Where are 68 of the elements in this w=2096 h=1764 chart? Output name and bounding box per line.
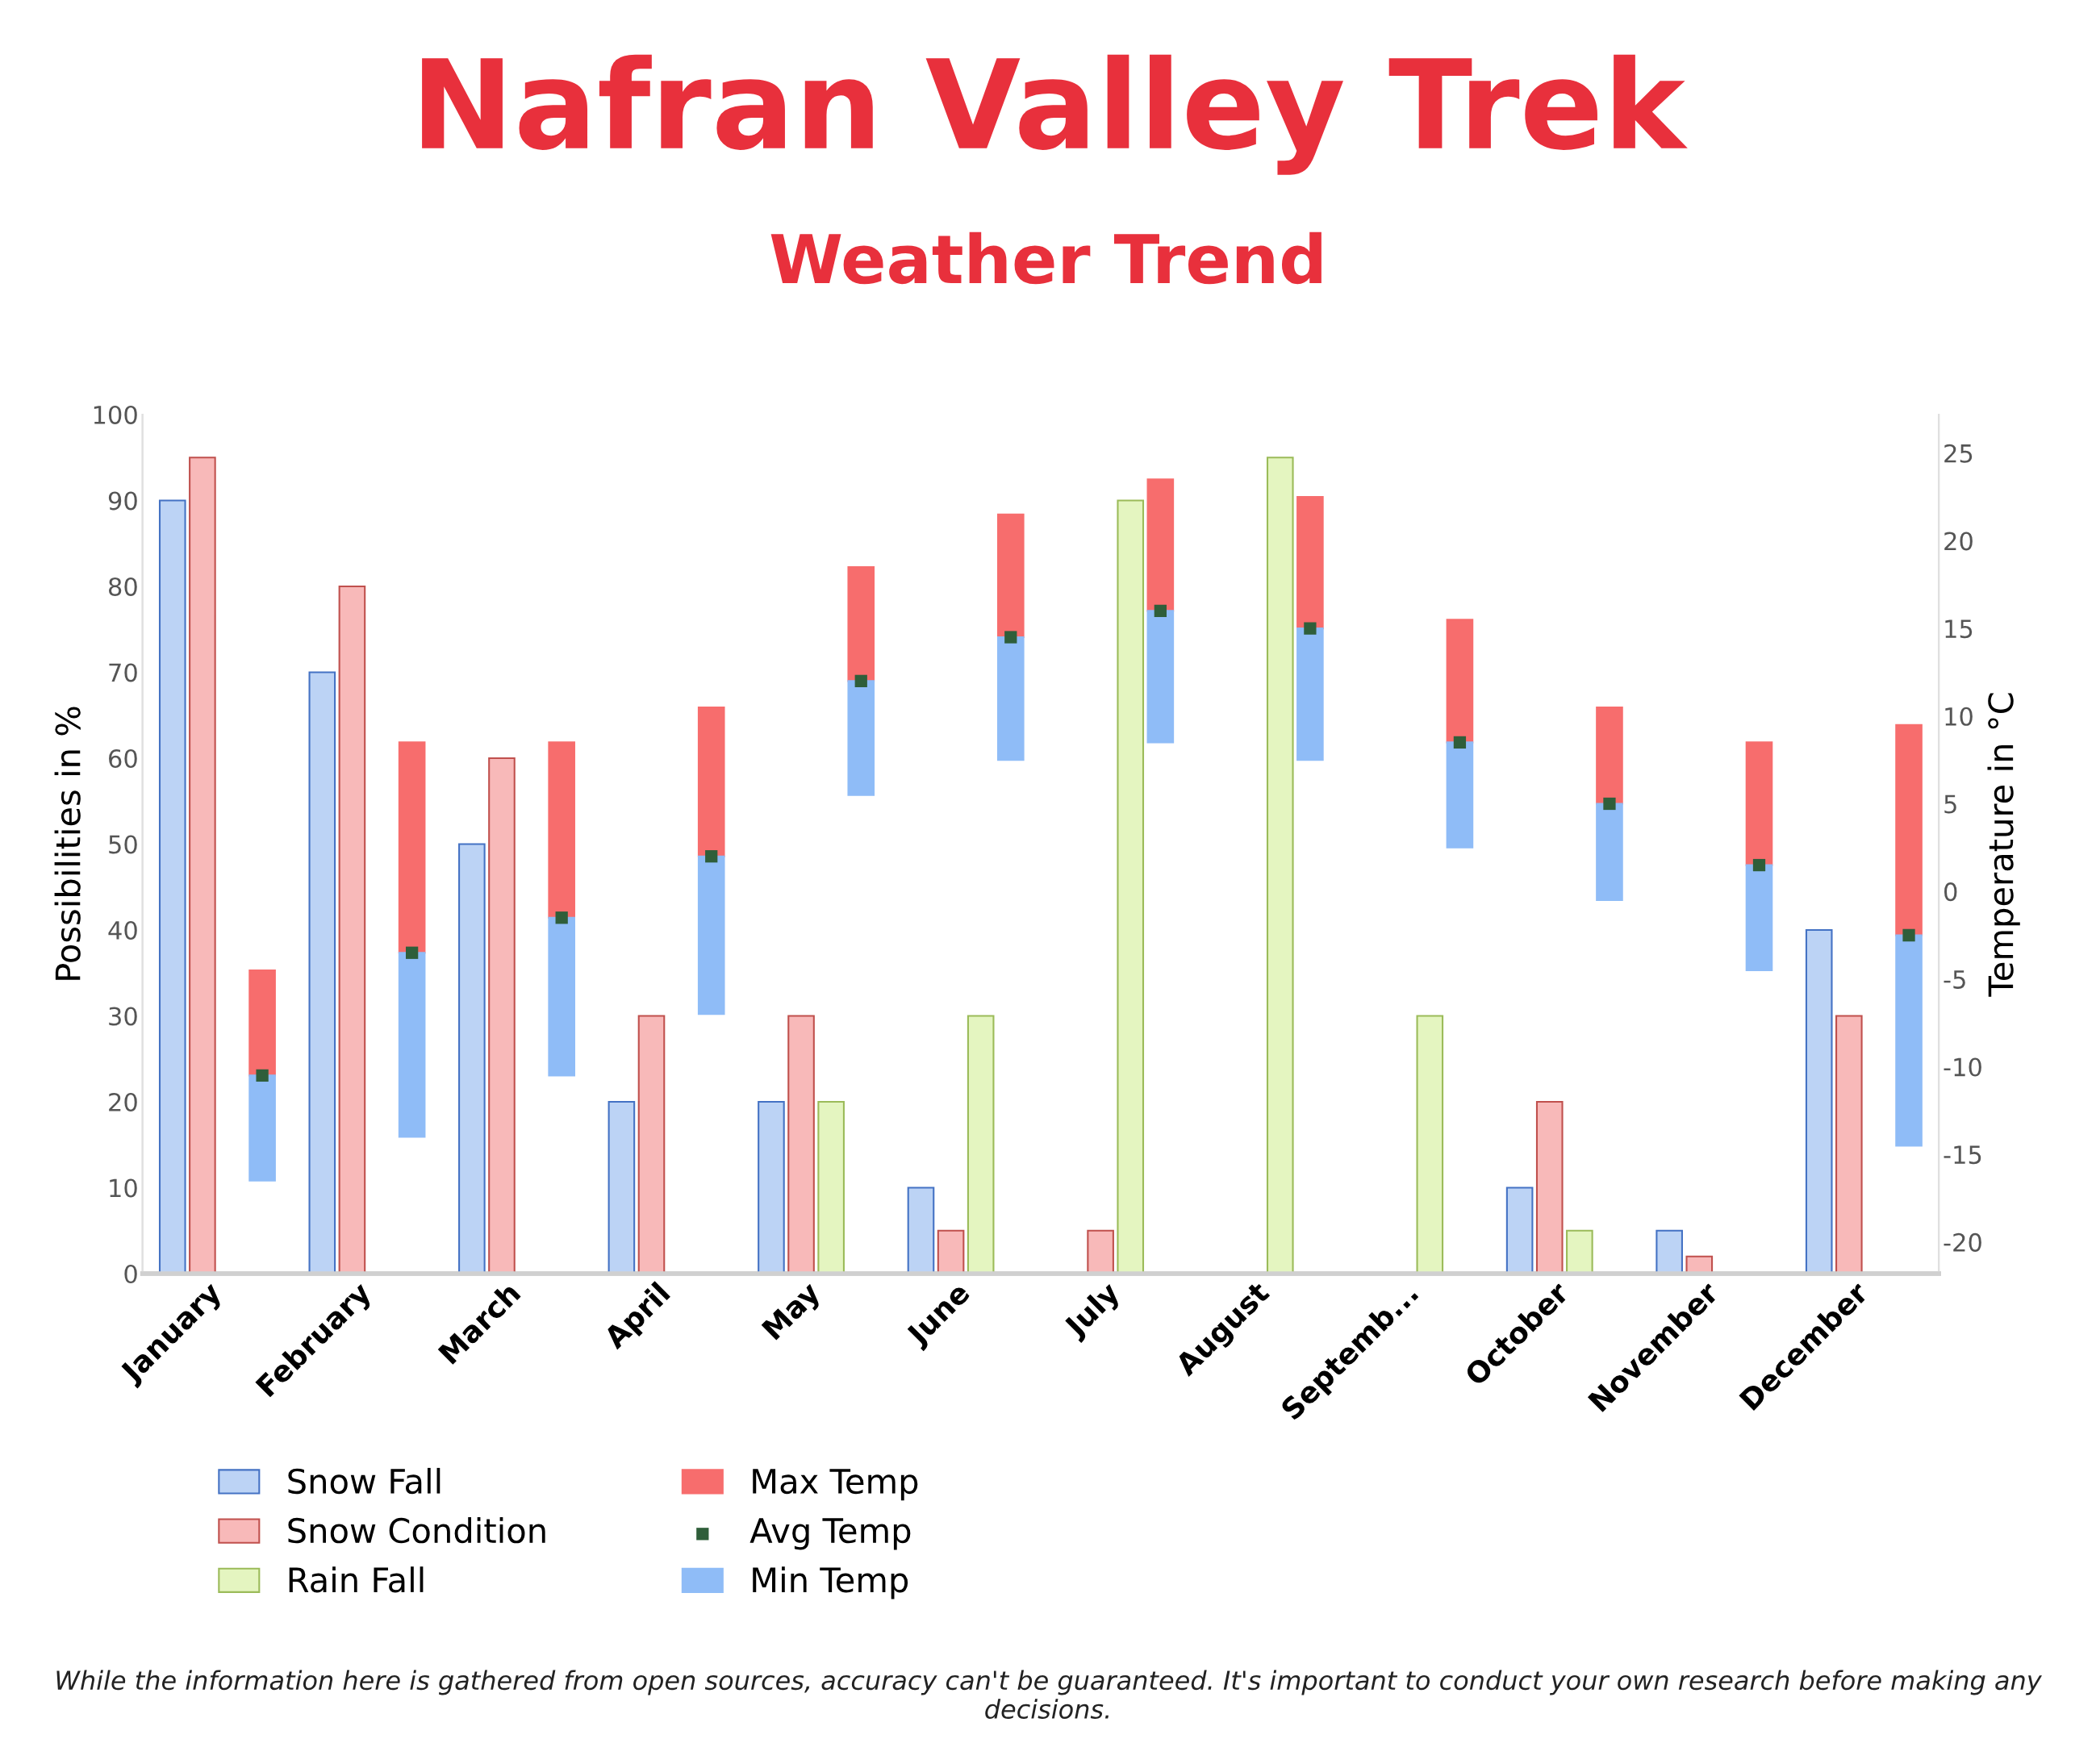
point: [1902, 928, 1915, 942]
y2-tick-label: 0: [1944, 882, 1957, 902]
y2-tick-label: 15: [1945, 619, 1973, 639]
bar: [1745, 864, 1773, 972]
bar: [1146, 610, 1175, 744]
y-axis-title: Possibilities in %: [54, 707, 81, 980]
y-tick-label: 100: [94, 405, 137, 424]
y2-tick-label: 25: [1944, 444, 1973, 463]
y-tick-label: 90: [108, 491, 137, 511]
point: [854, 674, 867, 687]
bar: [847, 680, 875, 796]
y2-tick-label: 20: [1944, 532, 1973, 551]
bar: [1446, 741, 1474, 849]
bar: [248, 969, 276, 1077]
point: [256, 1069, 269, 1082]
bar: [996, 513, 1025, 639]
legend-label: Snow Condition: [288, 1517, 545, 1544]
bar: [1446, 619, 1474, 744]
bar: [1895, 934, 1923, 1147]
legend-label: Max Temp: [753, 1469, 918, 1501]
chart-title: Nafran Valley Trek: [422, 54, 1688, 175]
y2-tick-label: -20: [1944, 1232, 1981, 1252]
bar: [548, 741, 575, 919]
y-tick-label: 10: [110, 1178, 137, 1198]
y-tick-label: 50: [109, 835, 137, 854]
bar: [248, 1074, 276, 1182]
bar: [548, 916, 575, 1077]
bar: [1296, 628, 1324, 761]
bar: [398, 741, 426, 954]
bar: [398, 952, 426, 1138]
y-tick-label: 70: [109, 663, 137, 682]
text: While the information here is gathered from open sources, accuracy can't be guaranteed. It's important to conduct your own research before making any decisions.: [56, 1670, 2043, 1720]
bar: [697, 855, 725, 1015]
y-tick-label: 80: [108, 577, 137, 596]
y2-tick-label: -5: [1944, 970, 1965, 989]
legend-label: Snow Fall: [288, 1467, 440, 1495]
y2-tick-label: 10: [1945, 707, 1973, 726]
point: [705, 850, 718, 863]
point: [1004, 631, 1017, 644]
y-tick-label: 0: [124, 1264, 137, 1284]
y2-tick-label: 5: [1944, 794, 1956, 814]
bar: [697, 706, 725, 857]
bar: [1296, 496, 1324, 630]
y-tick-label: 40: [108, 920, 137, 940]
y2-tick-label: -10: [1944, 1057, 1981, 1077]
y2-tick-label: -15: [1944, 1145, 1981, 1165]
legend-label: Avg Temp: [749, 1518, 911, 1550]
bar: [1895, 724, 1923, 936]
point: [1752, 858, 1766, 872]
point: [1304, 622, 1317, 635]
bar: [1596, 706, 1623, 805]
legend-label: Min Temp: [753, 1566, 908, 1599]
point: [555, 911, 568, 924]
bar: [1745, 741, 1773, 866]
chart-subtitle: Weather Trend: [770, 231, 1321, 285]
point: [1453, 736, 1467, 749]
y-tick-label: 20: [109, 1092, 137, 1112]
point: [1603, 797, 1616, 811]
bar: [1596, 803, 1623, 902]
point: [406, 946, 419, 959]
y2-axis-title: Temperature in °C: [1987, 693, 2020, 997]
bar: [1146, 478, 1175, 612]
bar: [996, 636, 1025, 761]
bar: [847, 566, 875, 682]
y-tick-label: 30: [109, 1007, 137, 1026]
y-tick-label: 60: [109, 749, 137, 769]
legend-label: Rain Fall: [289, 1566, 424, 1593]
point: [1154, 604, 1167, 618]
